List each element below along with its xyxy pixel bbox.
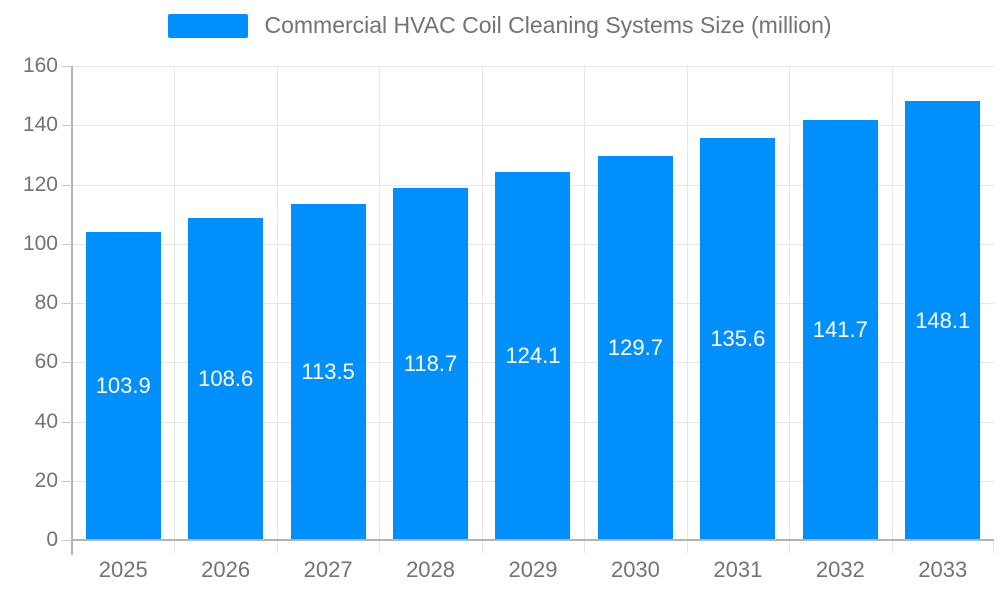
bar[interactable]: 124.1: [495, 172, 571, 540]
y-axis-tick: [62, 125, 72, 127]
x-tick-label: 2025: [98, 557, 148, 582]
bar-value-label: 118.7: [403, 351, 458, 377]
y-axis-tick: [62, 362, 72, 364]
bar-cell: 113.5: [277, 66, 379, 540]
y-axis-tick: [62, 540, 72, 541]
bar-cell: 148.1: [892, 66, 994, 540]
legend-swatch-icon: [168, 13, 249, 38]
bar-cell: 108.6: [174, 66, 276, 540]
y-axis-line: [71, 66, 73, 555]
y-tick-label: 40: [34, 409, 58, 433]
x-tick-label: 2031: [713, 557, 763, 582]
bar[interactable]: 141.7: [802, 120, 878, 540]
x-axis-tick: [174, 541, 176, 553]
bar[interactable]: 103.9: [85, 232, 161, 540]
x-tick-label: 2029: [508, 557, 558, 582]
y-axis-tick: [62, 480, 72, 482]
x-axis-tick: [584, 541, 586, 553]
bars-layer: 103.9 108.6 113.5 118.7 124.1 129.7 135.6 141.7…: [72, 66, 994, 540]
bar-cell: 118.7: [379, 66, 481, 540]
x-axis-tick: [891, 541, 893, 553]
bar-value-label: 124.1: [505, 343, 561, 369]
bar[interactable]: 148.1: [905, 101, 981, 540]
y-tick-label: 0: [46, 528, 58, 551]
bar[interactable]: 129.7: [597, 155, 673, 540]
y-tick-label: 160: [22, 54, 58, 77]
y-axis-tick: [62, 243, 72, 245]
bar-value-label: 108.6: [198, 366, 254, 392]
legend-item[interactable]: Commercial HVAC Coil Cleaning Systems Si…: [0, 12, 1000, 39]
x-axis-line: [71, 539, 994, 541]
x-axis-tick: [686, 541, 688, 553]
y-axis-tick: [62, 303, 72, 304]
x-tick-label: 2027: [303, 557, 353, 582]
bar-value-label: 141.7: [812, 317, 868, 343]
x-axis-tick: [789, 541, 791, 553]
bar-value-label: 148.1: [915, 307, 971, 333]
x-axis-tick: [276, 541, 278, 553]
bar[interactable]: 113.5: [290, 203, 366, 540]
y-tick-label: 100: [22, 231, 58, 255]
y-tick-label: 120: [22, 172, 58, 196]
y-tick-label: 80: [34, 291, 58, 314]
x-tick-label: 2032: [815, 557, 865, 582]
x-axis-tick: [993, 541, 994, 553]
y-axis-tick: [62, 66, 72, 67]
x-tick-label: 2030: [610, 557, 660, 582]
x-axis-tick: [481, 541, 483, 553]
bar-value-label: 135.6: [710, 326, 766, 352]
bar-cell: 124.1: [482, 66, 584, 540]
legend-label: Commercial HVAC Coil Cleaning Systems Si…: [264, 12, 832, 38]
y-tick-label: 140: [22, 113, 58, 137]
bar[interactable]: 108.6: [188, 218, 264, 540]
x-axis-tick: [379, 541, 381, 553]
bar-cell: 103.9: [72, 66, 174, 540]
x-tick-label: 2026: [201, 557, 251, 582]
x-tick-label: 2033: [918, 557, 968, 582]
y-axis-tick: [62, 421, 72, 423]
bar-cell: 129.7: [584, 66, 686, 540]
y-tick-label: 60: [34, 350, 58, 374]
bar[interactable]: 118.7: [393, 188, 469, 540]
y-axis-tick: [62, 184, 72, 186]
plot-area: 103.9 108.6 113.5 118.7 124.1 129.7 135.6 141.7…: [62, 66, 994, 555]
bar-value-label: 129.7: [607, 334, 663, 360]
bar[interactable]: 135.6: [700, 138, 776, 540]
y-tick-label: 20: [34, 468, 58, 492]
bar-value-label: 103.9: [95, 373, 151, 399]
bar-value-label: 113.5: [301, 358, 355, 384]
bar-cell: 141.7: [789, 66, 891, 540]
bar-cell: 135.6: [687, 66, 789, 540]
x-tick-label: 2028: [406, 557, 456, 582]
